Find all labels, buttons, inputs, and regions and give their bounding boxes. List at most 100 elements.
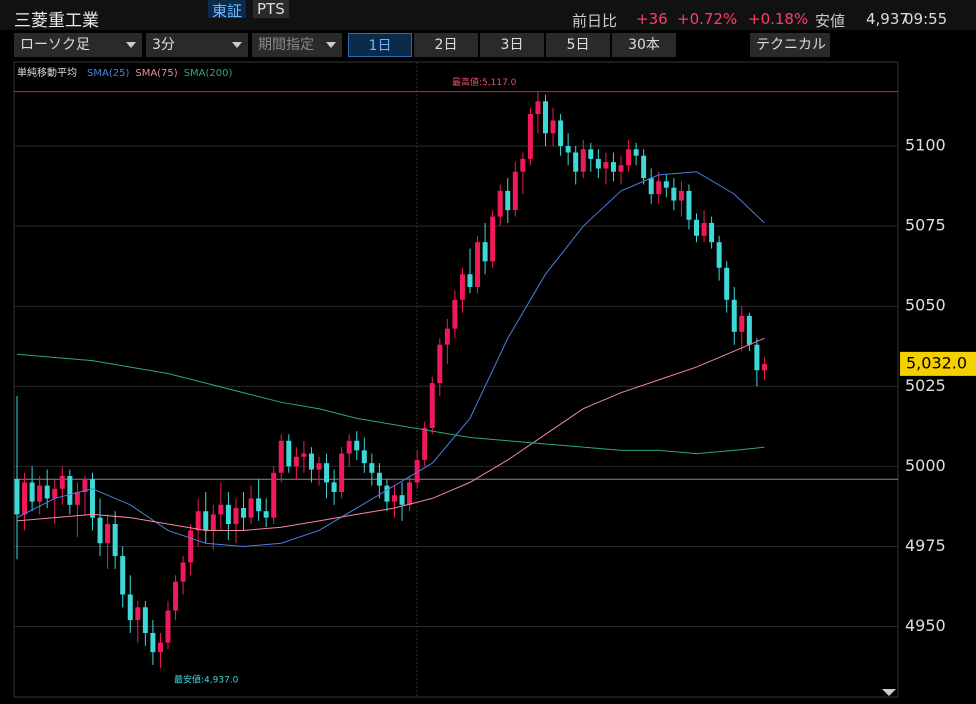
candle-body (384, 485, 390, 502)
candle-body (210, 514, 216, 531)
candle-body (67, 475, 73, 505)
candle-body (195, 511, 201, 531)
candle-body (497, 190, 503, 217)
candle-body (22, 482, 28, 515)
sma-line (16, 171, 765, 547)
candle-body (263, 511, 269, 518)
y-tick-label: 4975 (905, 536, 946, 555)
candle-body (580, 149, 586, 172)
candle-body (701, 222, 707, 236)
candle-body (233, 508, 239, 525)
candle-body (724, 267, 730, 300)
candle-body (437, 344, 443, 384)
y-tick-label: 5000 (905, 456, 946, 475)
interval[interactable]: 3分 (146, 33, 248, 57)
candle-body (308, 453, 314, 470)
chart-type[interactable]: ローソク足 (14, 33, 142, 57)
candle-body (520, 158, 526, 172)
candle-body (618, 165, 624, 172)
change-pct2: +0.18% (748, 10, 809, 28)
candle-body (82, 479, 88, 493)
candle-body (739, 315, 745, 332)
candle-body (293, 456, 299, 467)
candle-body (459, 274, 465, 300)
candle-body (316, 463, 322, 470)
candle-body (142, 607, 148, 633)
candle-body (173, 581, 179, 611)
candle-body (150, 632, 156, 653)
y-tick-label: 4950 (905, 616, 946, 635)
candle-body (112, 524, 118, 557)
range-button[interactable]: 1日 (348, 33, 412, 57)
candle-body (392, 495, 397, 502)
candle-body (422, 427, 428, 460)
plot-area (13, 61, 899, 698)
candle-body (97, 517, 103, 544)
candle-body (218, 504, 224, 515)
candle-body (656, 181, 662, 195)
market-tab[interactable]: 東証 (208, 0, 247, 20)
candle-body (157, 642, 163, 653)
price-tag-label: 5,032.0 (906, 353, 967, 372)
candle-body (52, 488, 58, 499)
legend-entry: SMA(25) (87, 68, 129, 79)
low-annotation: 最安値:4,937.0 (174, 674, 239, 686)
candle-body (165, 610, 171, 643)
period[interactable]: 期間指定 (252, 33, 342, 57)
candle-body (105, 524, 111, 544)
candle-body (761, 363, 767, 371)
candle-body (256, 498, 262, 512)
candle-body (74, 492, 80, 505)
candle-body (59, 475, 65, 489)
candle-body (180, 562, 186, 582)
candle-body (641, 155, 647, 179)
candle-body (376, 472, 382, 486)
range-button[interactable]: 2日 (414, 33, 478, 57)
time: 09:55 (904, 10, 948, 28)
legend-entry: SMA(75) (135, 68, 177, 79)
candle-body (248, 498, 254, 518)
candle-body (490, 216, 496, 262)
y-tick-label: 5075 (905, 216, 946, 235)
legend-entry: SMA(200) (184, 68, 233, 79)
candle-body (467, 274, 473, 288)
price-tag (900, 351, 976, 376)
technical[interactable]: テクニカル (750, 33, 830, 57)
candle-body (301, 453, 307, 457)
candle-body (709, 222, 715, 243)
candle-body (482, 242, 488, 262)
low: 4,937 (866, 10, 909, 28)
range-button[interactable]: 5日 (546, 33, 610, 57)
candle-body (678, 190, 684, 201)
candle-body (346, 440, 352, 454)
candle-body (603, 162, 609, 169)
pts-tab[interactable]: PTS (253, 0, 289, 18)
candle-body (120, 556, 126, 595)
y-tick-label: 5025 (905, 376, 946, 395)
candle-body (731, 299, 737, 332)
candle-body (414, 459, 420, 483)
range-button[interactable]: 30本 (612, 33, 676, 57)
candle-body (286, 440, 292, 467)
candle-body (686, 190, 692, 220)
candle-body (354, 440, 360, 451)
candle-body (694, 219, 699, 236)
candle-body (512, 171, 518, 211)
sma-line (16, 353, 765, 455)
header: 三菱重工業 東証 PTS 前日比 +36 +0.72% +0.18% 安値 4,… (0, 0, 976, 31)
candle-body (535, 101, 541, 115)
stock-name: 三菱重工業 (14, 11, 99, 31)
candle-body (595, 158, 601, 169)
candle-body (324, 463, 330, 483)
candle-body (565, 146, 571, 153)
candle-body (505, 190, 511, 211)
candle-body (37, 485, 43, 502)
candle-body (339, 453, 345, 493)
candle-body (429, 383, 435, 428)
range-button[interactable]: 3日 (480, 33, 544, 57)
candle-body (543, 101, 548, 134)
candle-body (407, 482, 413, 505)
candle-body (188, 530, 194, 563)
y-tick-label: 5100 (905, 136, 946, 155)
